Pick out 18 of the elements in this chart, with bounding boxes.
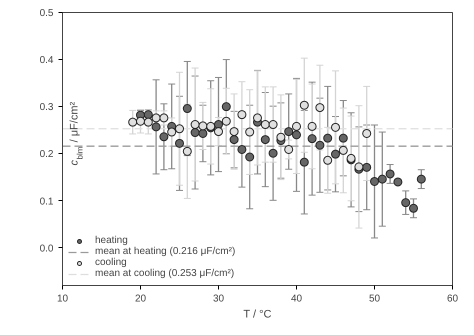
x-tick-label: 40 — [290, 294, 302, 304]
y-tick-label: 0.3 — [40, 102, 54, 114]
x-tick-label: 20 — [134, 294, 146, 304]
x-tick-label: 10 — [56, 294, 68, 304]
y-tick-label: 0.2 — [40, 149, 54, 160]
y-tick-label: 0.5 — [40, 8, 54, 19]
y-tick-label: 0.0 — [40, 243, 54, 254]
legend-label: cooling — [95, 257, 127, 268]
legend-label: heating — [95, 235, 128, 246]
x-tick-label: 50 — [368, 294, 380, 304]
y-tick-label: 0.1 — [40, 196, 54, 208]
legend-label: mean at heating (0.216 μF/cm²) — [95, 246, 236, 257]
x-axis-title: T / °C — [243, 308, 272, 320]
y-tick-label: 0.4 — [40, 55, 54, 66]
y-axis-title: cblm / μF/cm² — [68, 102, 84, 166]
x-tick-label: 60 — [446, 294, 458, 304]
legend-label: mean at cooling (0.253 μF/cm²) — [95, 268, 234, 279]
x-tick-label: 30 — [212, 294, 224, 304]
